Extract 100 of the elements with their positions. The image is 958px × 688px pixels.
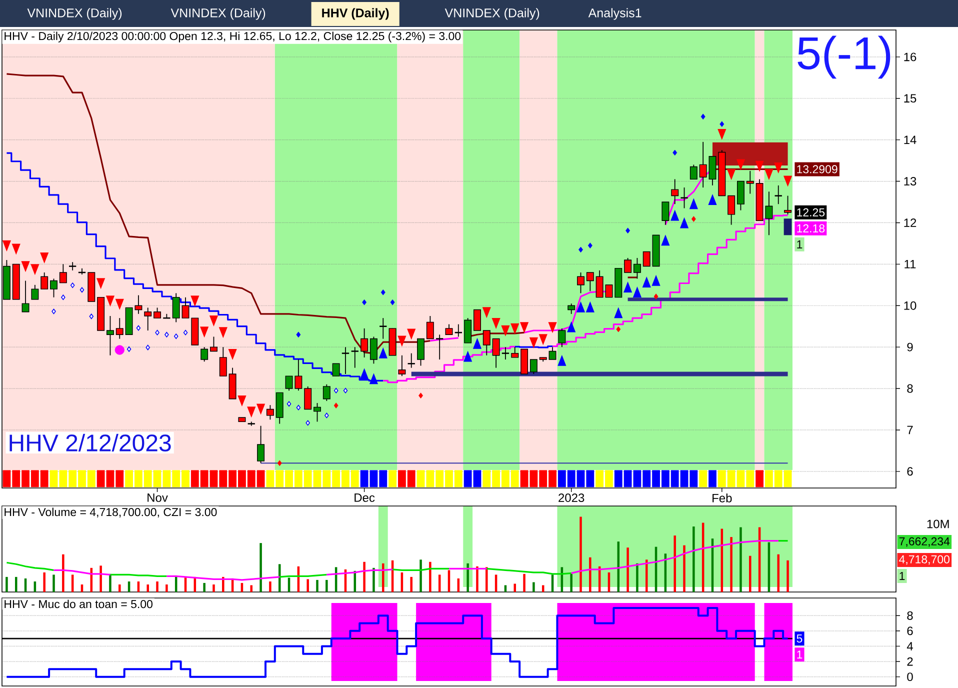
point [247,406,256,418]
point [492,318,500,329]
candlestick [558,328,566,348]
point [228,349,237,360]
candlestick [568,303,576,314]
point [378,347,388,358]
bar [514,584,516,592]
bar [118,584,121,592]
point [96,278,106,290]
candlestick [577,272,584,294]
bar [109,574,112,592]
bar [260,543,262,592]
point [718,128,726,140]
y-tick-label: 4 [906,642,913,650]
point [296,332,301,338]
text: 10M [927,520,949,528]
point [661,234,670,246]
candlestick [708,156,716,186]
x-tick-label: Feb [712,494,732,502]
y-tick-label: 2 [907,657,913,666]
bar [203,582,206,592]
chart-title: HHV - Volume = 4,718,700.00, CZI = 3.00 [4,508,217,518]
x-tick-label: Nov [148,494,168,502]
point [558,354,566,366]
candlestick [341,346,350,374]
bar [363,562,366,592]
candlestick [266,404,274,420]
candlestick [746,170,754,194]
candlestick [662,202,670,226]
y-tick-label: 15 [904,94,916,103]
point [689,198,698,210]
bar [222,576,224,592]
bar [551,574,554,592]
point [708,194,717,206]
point [360,368,369,380]
candlestick [106,316,114,356]
point [727,169,736,180]
point [334,388,338,394]
data-label: 13.2909 [797,165,838,174]
text: 7,662,234 [899,537,950,547]
y-tick-label: 9 [907,342,913,352]
point [70,282,75,288]
candlestick [624,258,632,273]
point [306,420,310,426]
bar [466,563,469,592]
bar [580,516,582,592]
chart-title: HHV - Muc do an toan = 5.00 [4,600,152,608]
point [155,330,160,336]
candlestick [671,178,679,205]
bar [570,574,572,592]
y-tick-label: 8 [907,384,913,393]
bar [250,585,253,592]
text: 1 [900,572,905,580]
point [218,327,228,338]
bar [438,574,441,592]
bar [589,557,592,592]
candlestick [172,292,180,323]
text: VNINDEX (Daily) [27,8,122,20]
candlestick [360,328,368,358]
bar [166,584,168,592]
candlestick [154,307,162,319]
point [652,274,660,286]
candlestick [50,278,58,298]
point [146,344,150,350]
bar [494,574,498,592]
candlestick [398,354,406,377]
point [164,332,169,338]
point [407,328,416,340]
annotation: 1 [797,240,802,248]
y-tick-label: 14 [904,136,916,144]
y-tick-label: 11 [904,260,916,268]
point [632,286,642,298]
bar [674,536,676,592]
bar [100,566,102,592]
point [256,404,266,415]
point [588,242,592,248]
point [472,338,482,349]
candlestick [322,384,330,402]
candlestick [784,195,792,215]
bar [372,568,375,592]
candlestick [680,187,688,209]
point [642,276,651,288]
candlestick [530,359,538,374]
point [390,299,395,306]
candlestick [417,338,425,366]
candlestick [407,352,416,368]
bar [288,578,290,592]
bar [486,567,488,592]
candlestick [116,318,124,340]
y-tick-label: 12 [904,218,916,227]
point [362,299,367,306]
point [567,321,576,332]
point [334,402,338,408]
point [548,322,557,334]
point [380,289,386,296]
bar [6,576,8,592]
bar [146,584,149,592]
point [510,323,520,334]
candlestick [511,346,519,358]
bar [476,566,478,592]
